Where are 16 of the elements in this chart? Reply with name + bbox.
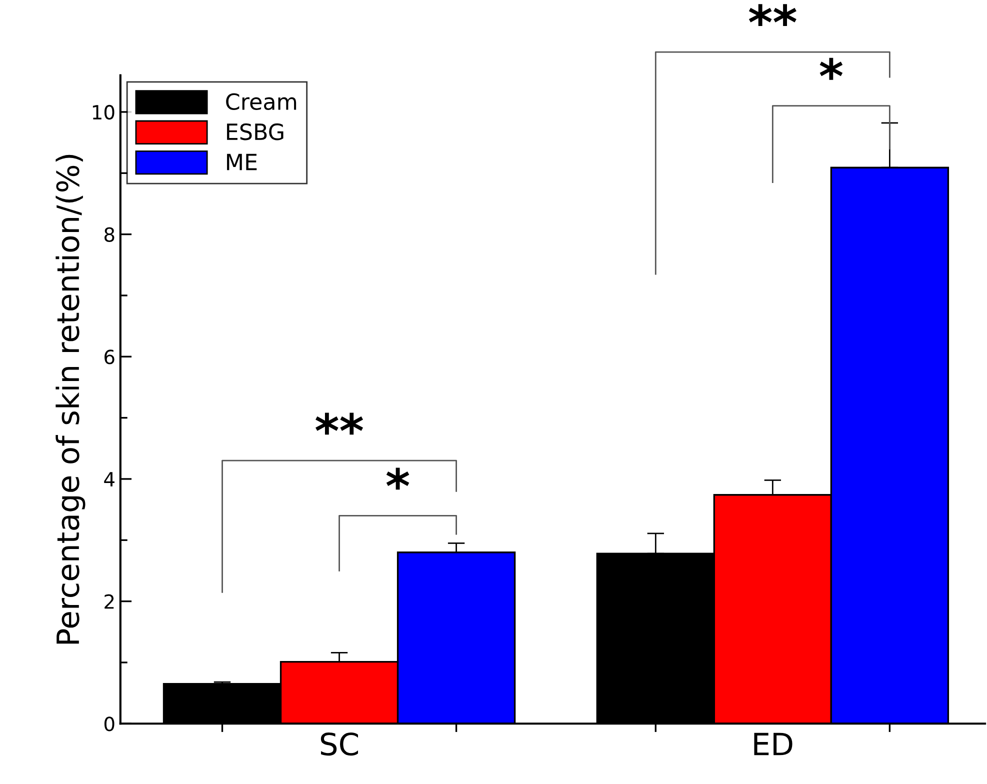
x-tick-label: ED <box>754 732 792 756</box>
annotation: * <box>386 468 410 490</box>
legend-label: ESBG <box>227 123 284 140</box>
y-tick-label: 10 <box>92 104 114 120</box>
annotation: * <box>820 58 843 80</box>
y-axis-title: Percentage of skin retention/(%) <box>56 154 86 644</box>
legend-label: Cream <box>226 93 296 110</box>
y-tick-label: 6 <box>104 350 114 364</box>
y-tick-label: 0 <box>104 716 114 732</box>
x-tick-label: SC <box>320 732 358 756</box>
y-tick-label: 4 <box>104 472 114 486</box>
y-tick-label: 2 <box>104 594 114 609</box>
legend-label: ME <box>227 154 257 170</box>
text: ** <box>748 4 796 26</box>
y-tick-label: 8 <box>104 227 114 242</box>
annotation: ** <box>316 412 364 435</box>
